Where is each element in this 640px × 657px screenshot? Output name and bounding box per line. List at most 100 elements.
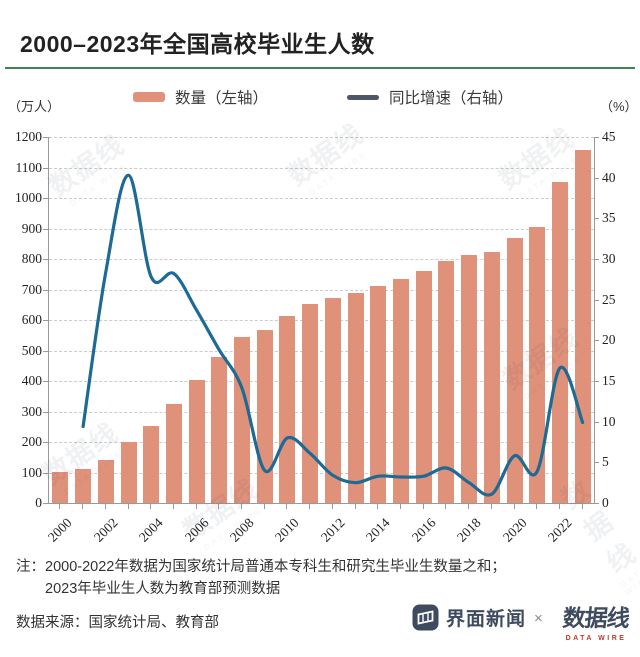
y-axis-left-label: 600 xyxy=(21,312,42,327)
x-axis-tick xyxy=(127,504,129,509)
y-axis-right-label: 30 xyxy=(602,251,616,266)
legend-item-line: 同比增速（右轴） xyxy=(347,87,513,107)
x-axis-tick xyxy=(331,504,333,509)
footnote: 注： 2000-2022年数据为国家统计局普通本专科生和研究生毕业生数量之和； … xyxy=(16,556,506,600)
y-axis-right-tick xyxy=(594,177,599,179)
legend-line-label: 同比增速（右轴） xyxy=(389,90,514,107)
y-axis-right-tick xyxy=(594,381,599,382)
grid-line xyxy=(49,320,594,321)
bar-year-2001 xyxy=(75,469,92,503)
grid-line xyxy=(49,198,594,199)
y-axis-left-label: 200 xyxy=(21,434,42,449)
footnote-line2: 2023年毕业生人数为教育部预测数据 xyxy=(45,581,281,597)
y-axis-left-tick xyxy=(43,350,48,352)
right-axis-unit: （%） xyxy=(600,99,638,114)
grid-line xyxy=(49,350,594,352)
y-axis-right-label: 20 xyxy=(602,332,616,348)
x-axis-label-2022: 2022 xyxy=(544,515,575,545)
y-axis-right-label: 45 xyxy=(602,129,616,144)
x-axis-label-2012: 2012 xyxy=(317,515,348,545)
growth-line-path xyxy=(81,173,585,497)
x-axis-label-2018: 2018 xyxy=(454,515,484,545)
y-axis-left-label: 900 xyxy=(21,220,42,236)
y-axis-left-label: 500 xyxy=(21,342,42,358)
bar-year-2017 xyxy=(438,260,455,503)
data-wire-wordmark: 数据线 xyxy=(561,605,631,631)
y-axis-left-tick xyxy=(43,228,48,230)
y-axis-right-tick xyxy=(594,462,599,464)
footnote-label: 注： xyxy=(16,559,45,575)
x-axis-tick xyxy=(377,504,379,509)
x-axis-tick xyxy=(241,504,242,509)
grid-line xyxy=(49,259,594,260)
y-axis-left-tick xyxy=(43,137,48,138)
x-axis-label-2004: 2004 xyxy=(136,515,166,545)
y-axis-left-tick xyxy=(43,289,48,291)
y-axis-right-tick xyxy=(594,503,599,504)
x-axis-tick xyxy=(286,504,288,509)
jiemian-news-logo: 界面新闻 xyxy=(412,604,526,631)
grid-line xyxy=(49,228,594,230)
x-axis-tick xyxy=(536,504,538,509)
bar-year-2010 xyxy=(279,315,296,503)
data-wire-subtext: DATA WIRE xyxy=(565,635,627,642)
bar-year-2005 xyxy=(165,403,182,503)
y-axis-left-label: 1200 xyxy=(15,129,42,144)
bar-year-2012 xyxy=(324,297,341,503)
y-axis-right-tick xyxy=(594,299,599,301)
grid-line xyxy=(49,167,594,169)
y-axis-right-label: 25 xyxy=(602,291,616,307)
watermark-subtext: DATA WIRE xyxy=(618,563,640,598)
x-axis-tick xyxy=(218,504,220,509)
x-axis-tick xyxy=(581,504,583,509)
x-axis-tick xyxy=(172,504,174,509)
x-axis-tick xyxy=(513,504,515,509)
bar-year-2003 xyxy=(120,442,137,503)
y-axis-right-label: 10 xyxy=(602,413,616,429)
grid-line xyxy=(49,137,594,138)
x-axis-tick xyxy=(82,504,84,509)
y-axis-left-tick xyxy=(43,320,48,321)
bar-year-2022 xyxy=(551,181,568,503)
y-axis-left-label: 0 xyxy=(35,495,42,510)
y-axis-left-tick xyxy=(43,167,48,169)
x-axis-tick xyxy=(354,504,356,509)
y-axis-left-tick xyxy=(43,442,48,443)
bar-year-2002 xyxy=(97,459,114,503)
grid-line xyxy=(49,472,594,474)
bar-year-2021 xyxy=(529,227,546,503)
bar-year-2006 xyxy=(188,380,205,503)
y-axis-right-label: 35 xyxy=(602,210,616,226)
y-axis-left-tick xyxy=(43,198,48,199)
y-axis-left-label: 800 xyxy=(21,251,42,266)
bar-year-2020 xyxy=(506,237,523,503)
x-axis-tick xyxy=(490,504,492,509)
bar-series-swatch xyxy=(133,92,165,102)
y-axis-left-tick xyxy=(43,411,48,413)
collab-cross: × xyxy=(534,610,543,627)
y-axis-right-label: 0 xyxy=(602,495,609,510)
bar-year-2016 xyxy=(415,270,432,503)
title-divider xyxy=(5,67,635,69)
line-series-swatch xyxy=(347,94,379,100)
page-title: 2000–2023年全国高校毕业生人数 xyxy=(20,31,375,57)
jiemian-news-wordmark: 界面新闻 xyxy=(446,609,527,630)
x-axis-label-2010: 2010 xyxy=(272,515,302,545)
y-axis-right-label: 15 xyxy=(602,373,616,388)
y-axis-left-label: 300 xyxy=(21,403,42,419)
y-axis-right-tick xyxy=(594,340,599,342)
x-axis-tick xyxy=(309,504,311,509)
x-axis-label-2020: 2020 xyxy=(499,515,530,545)
grid-line xyxy=(49,289,594,291)
x-axis-label-2016: 2016 xyxy=(408,515,439,545)
data-wire-logo: 数据线 DATA WIRE xyxy=(560,599,632,642)
x-axis-label-2008: 2008 xyxy=(226,515,257,545)
grid-line xyxy=(49,442,594,443)
x-axis-tick xyxy=(445,504,447,509)
footnote-line1: 2000-2022年数据为国家统计局普通本专科生和研究生毕业生数量之和； xyxy=(45,559,506,575)
grid-line xyxy=(49,411,594,413)
grid-line xyxy=(49,381,594,382)
legend-bars-label: 数量（左轴） xyxy=(175,90,269,107)
y-axis-left-tick xyxy=(43,503,48,504)
